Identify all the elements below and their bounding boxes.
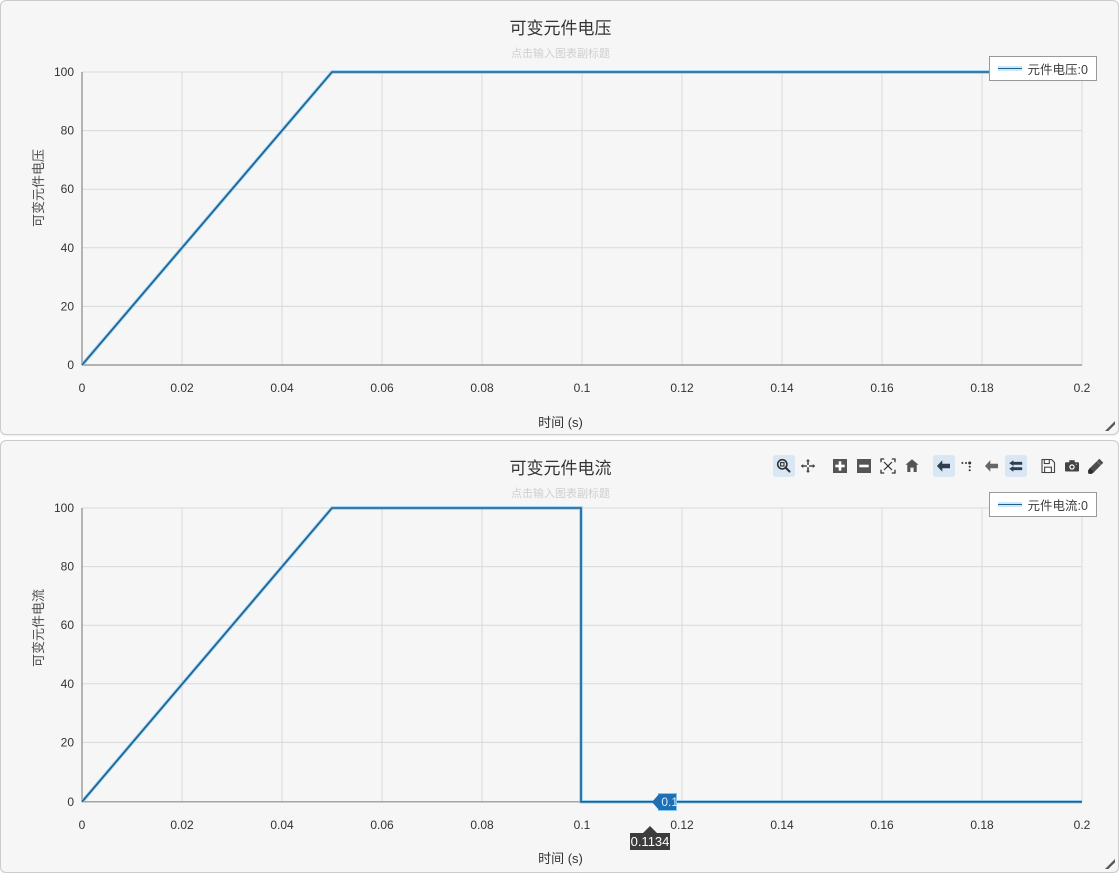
svg-text:0.12: 0.12	[670, 818, 694, 832]
svg-text:0.14: 0.14	[770, 381, 794, 395]
svg-text:40: 40	[61, 677, 75, 691]
svg-text:0.1: 0.1	[574, 381, 591, 395]
svg-text:80: 80	[61, 560, 75, 574]
svg-text:0.02: 0.02	[170, 381, 194, 395]
svg-text:0.2: 0.2	[1074, 381, 1091, 395]
svg-text:0.18: 0.18	[970, 381, 994, 395]
svg-text:0.2: 0.2	[1074, 818, 1091, 832]
svg-text:0.08: 0.08	[470, 381, 494, 395]
svg-text:0.02: 0.02	[170, 818, 194, 832]
svg-text:0.06: 0.06	[370, 381, 394, 395]
svg-text:0.04: 0.04	[270, 381, 294, 395]
svg-text:0.16: 0.16	[870, 381, 894, 395]
svg-text:20: 20	[61, 735, 75, 749]
svg-text:0.04: 0.04	[270, 818, 294, 832]
svg-text:0.16: 0.16	[870, 818, 894, 832]
svg-text:100: 100	[54, 65, 74, 79]
svg-text:100: 100	[54, 501, 74, 515]
svg-text:0.08: 0.08	[470, 818, 494, 832]
svg-text:80: 80	[61, 124, 75, 138]
svg-text:0: 0	[79, 818, 86, 832]
svg-text:0: 0	[67, 358, 74, 372]
svg-text:0.06: 0.06	[370, 818, 394, 832]
svg-text:20: 20	[61, 299, 75, 313]
svg-text:60: 60	[61, 618, 75, 632]
svg-text:40: 40	[61, 241, 75, 255]
svg-text:0: 0	[79, 381, 86, 395]
svg-text:0.14: 0.14	[770, 818, 794, 832]
svg-text:0.12: 0.12	[670, 381, 694, 395]
svg-text:60: 60	[61, 182, 75, 196]
svg-text:0: 0	[67, 795, 74, 809]
svg-text:0.18: 0.18	[970, 818, 994, 832]
svg-text:0.1: 0.1	[574, 818, 591, 832]
